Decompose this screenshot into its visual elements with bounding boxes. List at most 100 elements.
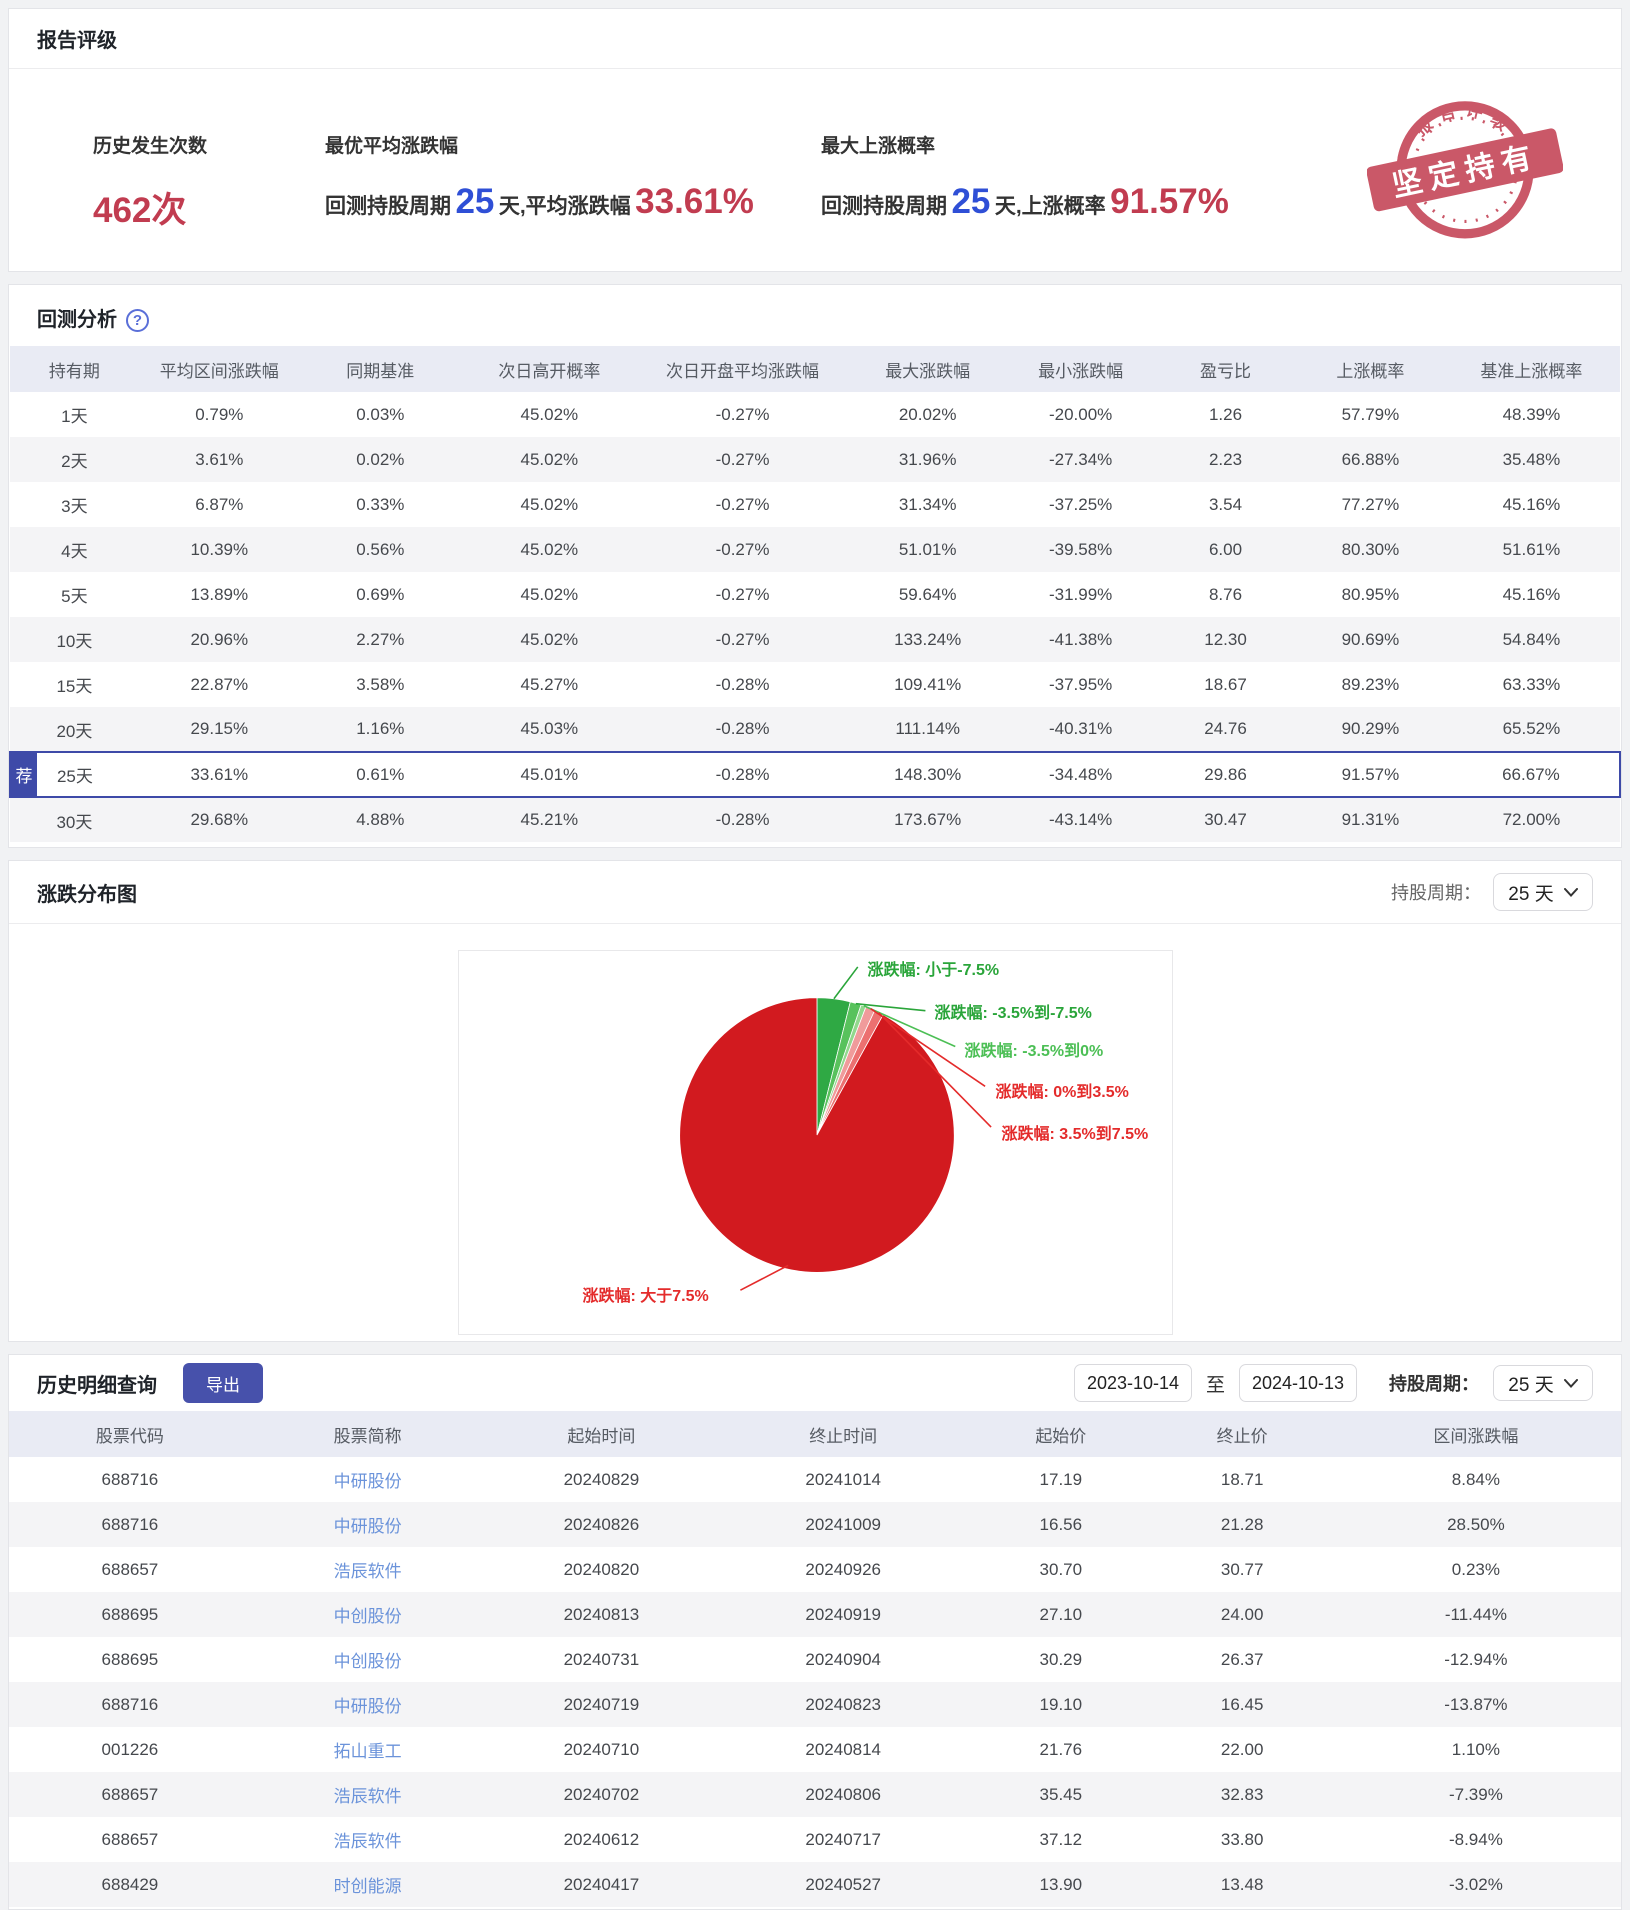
recommended-badge: 荐 [11, 754, 37, 795]
value-cell: -0.28% [715, 719, 770, 738]
table-row[interactable]: 688716 中研股份 20240829 20241014 17.19 18.71 8.84… [9, 1457, 1621, 1502]
table-row[interactable]: 5天 13.89% 0.69% 45.02% -0.27% 59.64% -31.99% 8.… [10, 572, 1620, 617]
value-cell: 3.58% [356, 674, 405, 694]
stock-name-link[interactable]: 拓山重工 [333, 1742, 402, 1761]
start-date-cell: 20240731 [563, 1649, 640, 1669]
stock-code-cell: 688429 [101, 1874, 159, 1894]
value-cell: 48.39% [1502, 404, 1561, 424]
column-header: 同期基准 [299, 346, 461, 392]
table-row[interactable]: 20天 29.15% 1.16% 45.03% -0.28% 111.14% -40.31%… [10, 707, 1620, 752]
table-row[interactable]: 4天 10.39% 0.56% 45.02% -0.27% 51.01% -39.58% 6.… [10, 527, 1620, 572]
table-row[interactable]: 688657 浩辰软件 20240702 20240806 35.45 32.83 -7.3… [9, 1772, 1621, 1817]
stock-name-link[interactable]: 浩辰软件 [333, 1832, 402, 1851]
holding-period-cell: 15天 [56, 677, 93, 696]
pie-chart-svg [678, 966, 992, 1291]
backtest-title: 回测分析 [37, 309, 117, 331]
stock-code-cell: 688695 [101, 1649, 159, 1669]
value-cell: 66.67% [1442, 751, 1622, 798]
table-row[interactable]: 15天 22.87% 3.58% 45.27% -0.28% 109.41% -37.95%… [10, 662, 1620, 707]
table-row[interactable]: 30天 29.68% 4.88% 45.21% -0.28% 173.67% -43.14%… [10, 797, 1620, 842]
table-row[interactable]: 688657 浩辰软件 20240612 20240717 37.12 33.80 -8.9… [9, 1817, 1621, 1862]
column-header: 最小涨跌幅 [1008, 346, 1154, 392]
value-cell: 77.27% [1341, 494, 1400, 514]
stock-name-link[interactable]: 时创能源 [333, 1877, 402, 1896]
stat-best-avg-change: 最优平均涨跌幅 回测持股周期 25 天,平均涨跌幅 33.61% [325, 131, 821, 233]
start-price-cell: 27.10 [1039, 1604, 1083, 1624]
stock-name-cell: 中创股份 [251, 1637, 485, 1682]
stat-label: 历史发生次数 [93, 136, 208, 157]
value-cell: -0.28% [715, 674, 770, 694]
holding-period-cell: 3天 [61, 497, 88, 516]
value-cell: 20.96% [190, 629, 249, 649]
value-cell: 54.84% [1502, 629, 1561, 649]
table-row[interactable]: 688695 中创股份 20240731 20240904 30.29 26.37 -12.… [9, 1637, 1621, 1682]
value-cell: 24.76 [1204, 719, 1247, 738]
help-icon[interactable]: ? [126, 308, 149, 332]
value-cell: 51.01% [898, 539, 957, 559]
end-price-cell: 22.00 [1220, 1739, 1264, 1759]
table-row[interactable]: 688429 时创能源 20240417 20240527 13.90 13.48 -3.0… [9, 1862, 1621, 1907]
stock-name-link[interactable]: 中研股份 [333, 1697, 402, 1716]
stock-name-link[interactable]: 中创股份 [333, 1652, 402, 1671]
value-cell: -0.27% [715, 404, 770, 424]
pie-slice[interactable] [678, 997, 955, 1273]
value-cell: 45.02% [520, 629, 579, 649]
pie-label: 涨跌幅: -3.5%到-7.5% [934, 1005, 1092, 1022]
value-cell: 0.02% [356, 449, 405, 469]
holding-period-cell: 4天 [61, 542, 88, 561]
stat-prefix: 回测持股周期 [325, 195, 451, 218]
table-row[interactable]: 688657 浩辰软件 20240820 20240926 30.70 30.77 0.23… [9, 1547, 1621, 1592]
holding-period-cell: 1天 [61, 407, 88, 426]
holding-period-select[interactable]: 25 天 [1493, 1365, 1593, 1401]
stock-name-link[interactable]: 浩辰软件 [333, 1562, 402, 1581]
value-cell: -0.27% [715, 584, 770, 604]
start-date-cell: 20240702 [563, 1784, 640, 1804]
table-row[interactable]: 25天荐 33.61% 0.61% 45.01% -0.28% 148.30% -34.48… [9, 751, 1622, 798]
table-row[interactable]: 2天 3.61% 0.02% 45.02% -0.27% 31.96% -27.34% 2.2… [10, 437, 1620, 482]
table-row[interactable]: 688716 中研股份 20240719 20240823 19.10 16.45 -13.… [9, 1682, 1621, 1727]
holding-period-select[interactable]: 25 天 [1493, 873, 1593, 911]
stock-name-cell: 浩辰软件 [251, 1817, 485, 1862]
column-header: 股票代码 [9, 1411, 251, 1457]
stock-name-link[interactable]: 中创股份 [333, 1607, 402, 1626]
value-cell: 148.30% [847, 751, 1009, 798]
holding-period-cell: 2天 [61, 452, 88, 471]
table-row[interactable]: 688695 中创股份 20240813 20240919 27.10 24.00 -11.… [9, 1592, 1621, 1637]
end-date-cell: 20240814 [805, 1739, 882, 1759]
end-date-input[interactable]: 2024-10-13 [1239, 1364, 1357, 1402]
value-cell: 8.76 [1208, 584, 1243, 604]
end-date-cell: 20240904 [805, 1649, 882, 1669]
stamp-seal-icon: 报告评级 坚定持有 [1366, 99, 1564, 239]
export-button[interactable]: 导出 [183, 1363, 263, 1403]
table-row[interactable]: 1天 0.79% 0.03% 45.02% -0.27% 20.02% -20.00% 1.2… [10, 392, 1620, 437]
pie-label: 涨跌幅: -3.5%到0% [964, 1043, 1104, 1060]
value-cell: 29.15% [190, 719, 249, 738]
stock-name-cell: 浩辰软件 [251, 1772, 485, 1817]
stock-code-cell: 688695 [101, 1604, 159, 1624]
value-cell: 89.23% [1341, 674, 1400, 694]
end-price-cell: 24.00 [1220, 1604, 1264, 1624]
stock-name-cell: 中创股份 [251, 1592, 485, 1637]
value-cell: 66.88% [1341, 449, 1400, 469]
column-header: 次日开盘平均涨跌幅 [637, 346, 848, 392]
stock-name-cell: 时创能源 [251, 1862, 485, 1907]
holding-days-value: 25 [951, 182, 991, 221]
stock-name-link[interactable]: 中研股份 [333, 1472, 402, 1491]
end-date-cell: 20241009 [805, 1514, 882, 1534]
table-row[interactable]: 3天 6.87% 0.33% 45.02% -0.27% 31.34% -37.25% 3.5… [10, 482, 1620, 527]
table-row[interactable]: 001226 拓山重工 20240710 20240814 21.76 22.00 1.10… [9, 1727, 1621, 1772]
report-rating-section: 报告评级 历史发生次数 462次 最优平均涨跌幅 回测持股周期 25 天,平均涨… [8, 8, 1622, 272]
table-row[interactable]: 10天 20.96% 2.27% 45.02% -0.27% 133.24% -41.38%… [10, 617, 1620, 662]
stock-name-link[interactable]: 中研股份 [333, 1517, 402, 1536]
holding-period-value: 25 天 [1508, 883, 1554, 905]
value-cell: -0.27% [715, 449, 770, 469]
end-price-cell: 33.80 [1220, 1829, 1264, 1849]
up-probability-value: 91.57% [1110, 182, 1229, 221]
value-cell: 0.79% [195, 404, 244, 424]
change-cell: -7.39% [1448, 1784, 1503, 1804]
stat-occurrences: 历史发生次数 462次 [93, 131, 325, 233]
end-price-cell: 18.71 [1220, 1469, 1264, 1489]
stock-name-link[interactable]: 浩辰软件 [333, 1787, 402, 1806]
start-date-input[interactable]: 2023-10-14 [1073, 1364, 1192, 1402]
table-row[interactable]: 688716 中研股份 20240826 20241009 16.56 21.28 28.5… [9, 1502, 1621, 1547]
